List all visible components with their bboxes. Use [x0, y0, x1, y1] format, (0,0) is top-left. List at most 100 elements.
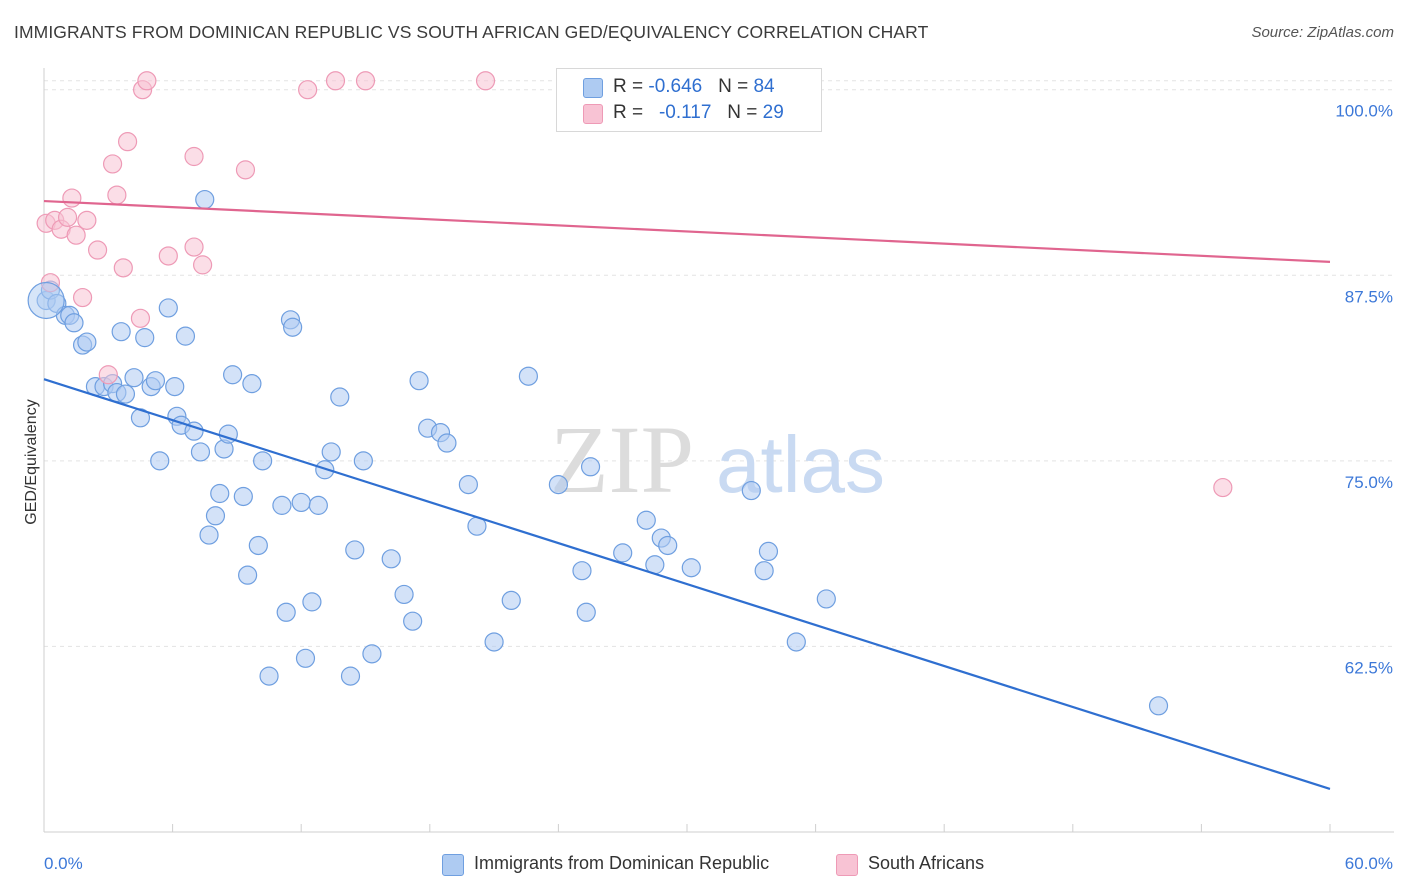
- point-south-african: [87, 240, 108, 260]
- point-dominican: [150, 451, 170, 471]
- point-dominican: [321, 442, 341, 462]
- point-dominican: [158, 298, 178, 318]
- point-south-african: [66, 225, 86, 245]
- point-dominican-cluster: [27, 281, 65, 320]
- point-dominican: [353, 451, 373, 471]
- point-dominican: [1148, 696, 1169, 716]
- point-dominican: [345, 540, 365, 560]
- point-dominican: [276, 602, 296, 622]
- point-south-african: [117, 132, 138, 152]
- point-dominican: [259, 666, 279, 686]
- point-dominican: [458, 475, 478, 495]
- legend-swatch-blue: [583, 78, 603, 98]
- point-dominican: [242, 374, 262, 394]
- point-south-african: [184, 237, 204, 257]
- point-dominican: [190, 442, 211, 462]
- point-dominican: [409, 371, 429, 391]
- point-dominican: [77, 332, 97, 352]
- point-south-african: [184, 146, 204, 167]
- point-dominican: [658, 535, 678, 556]
- legend-n-value: 29: [762, 102, 784, 123]
- y-tick-label: 75.0%: [1345, 473, 1393, 492]
- point-dominican: [233, 486, 253, 507]
- point-dominican: [248, 535, 268, 556]
- legend-r-label: R =: [613, 76, 649, 97]
- source-credit: Source: ZipAtlas.com: [1251, 24, 1394, 41]
- trend-line-south-african: [43, 199, 1331, 264]
- point-dominican: [518, 366, 538, 386]
- y-axis-label: GED/Equivalency: [23, 399, 40, 524]
- point-south-african: [77, 210, 97, 230]
- point-dominican: [295, 648, 316, 668]
- point-dominican: [283, 317, 303, 337]
- point-dominican: [272, 495, 292, 515]
- legend-n-label: N =: [727, 102, 763, 123]
- y-tick-label: 62.5%: [1345, 658, 1393, 677]
- legend-r-label: R =: [613, 102, 649, 123]
- series-label-south-african: South Africans: [868, 853, 985, 873]
- point-dominican: [362, 644, 382, 664]
- point-dominican: [195, 189, 215, 210]
- point-dominican: [308, 495, 328, 515]
- point-dominican: [613, 543, 633, 563]
- point-south-african: [72, 287, 93, 308]
- point-dominican: [64, 313, 84, 333]
- point-south-african: [113, 258, 133, 278]
- legend-n-label: N =: [718, 76, 754, 97]
- point-dominican: [580, 457, 601, 477]
- watermark-atlas: atlas: [716, 420, 885, 509]
- y-tick-label: 100.0%: [1335, 102, 1393, 121]
- series-legend: Immigrants from Dominican Republic South…: [0, 852, 1406, 878]
- point-dominican: [238, 565, 258, 585]
- legend-r-value: -0.646: [648, 76, 703, 97]
- point-dominican: [786, 632, 806, 652]
- point-dominican: [381, 549, 401, 569]
- point-south-african: [57, 207, 78, 227]
- point-dominican: [572, 561, 592, 581]
- watermark-zip: ZIP: [550, 406, 694, 513]
- legend-n-value: 84: [753, 76, 775, 97]
- point-dominican: [165, 377, 185, 397]
- point-dominican: [223, 365, 243, 385]
- point-dominican: [135, 328, 155, 348]
- point-dominican: [403, 611, 423, 631]
- point-dominican: [111, 322, 131, 342]
- y-tick-label: 87.5%: [1345, 287, 1393, 306]
- watermark: ZIP atlas: [550, 406, 885, 513]
- point-dominican: [253, 451, 273, 471]
- series-swatch-blue: [442, 854, 464, 876]
- point-dominican: [205, 506, 226, 526]
- point-dominican: [115, 384, 136, 404]
- point-dominican: [437, 433, 457, 453]
- point-south-african: [130, 308, 151, 328]
- point-dominican: [681, 558, 701, 578]
- point-dominican: [816, 589, 836, 609]
- point-south-african: [193, 255, 213, 275]
- point-dominican: [330, 387, 350, 407]
- point-dominican: [199, 525, 219, 545]
- point-south-african: [102, 154, 123, 174]
- data-points: [27, 71, 1233, 716]
- point-dominican: [754, 561, 774, 581]
- point-south-african: [107, 185, 127, 205]
- point-south-african: [62, 188, 82, 208]
- point-dominican: [145, 371, 166, 391]
- point-south-african: [158, 246, 178, 266]
- legend-r-value: -0.117: [658, 102, 712, 123]
- point-dominican: [548, 475, 569, 495]
- point-dominican: [758, 541, 779, 562]
- legend-swatch-pink: [583, 104, 603, 124]
- point-dominican: [291, 492, 311, 513]
- point-south-african: [1213, 477, 1233, 498]
- trend-line-dominican: [43, 378, 1331, 790]
- point-south-african: [137, 71, 157, 91]
- point-south-african: [355, 71, 376, 91]
- point-south-african: [475, 71, 496, 91]
- series-label-dominican: Immigrants from Dominican Republic: [474, 853, 770, 873]
- point-dominican: [394, 584, 414, 605]
- x-tick-label-max: 60.0%: [1345, 854, 1393, 873]
- point-dominican: [484, 632, 504, 652]
- point-dominican: [124, 368, 144, 388]
- chart-title: IMMIGRANTS FROM DOMINICAN REPUBLIC VS SO…: [14, 22, 929, 42]
